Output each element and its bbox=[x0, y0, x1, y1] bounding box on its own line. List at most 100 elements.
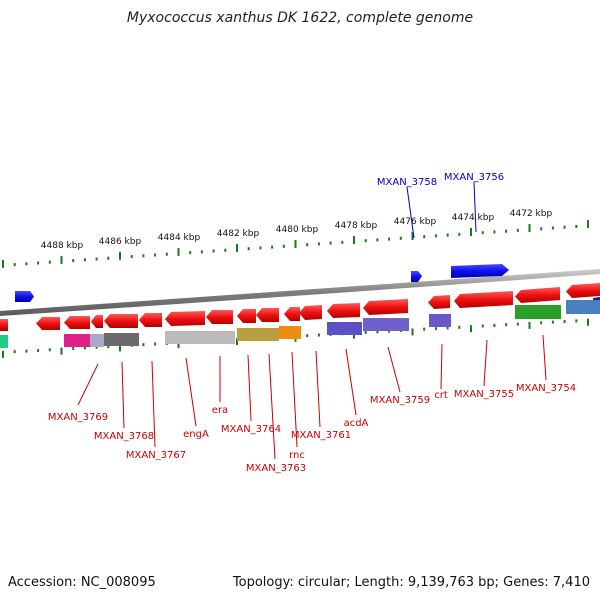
genome-backbone bbox=[0, 269, 600, 316]
gene-label[interactable]: engA bbox=[183, 429, 209, 440]
gene-label[interactable]: era bbox=[212, 405, 228, 416]
category-box bbox=[237, 328, 279, 341]
minor-tick bbox=[271, 245, 274, 249]
gene-arrow-reverse[interactable] bbox=[36, 317, 60, 330]
genome-title: Myxococcus xanthus DK 1622, complete gen… bbox=[126, 10, 474, 26]
major-tick bbox=[177, 341, 180, 349]
minor-tick bbox=[434, 327, 437, 331]
minor-tick bbox=[481, 324, 484, 328]
minor-tick bbox=[505, 323, 508, 327]
minor-tick bbox=[317, 242, 320, 246]
minor-tick bbox=[329, 241, 332, 245]
minor-tick bbox=[376, 330, 379, 334]
minor-tick bbox=[364, 330, 367, 334]
major-tick bbox=[2, 350, 4, 358]
minor-tick bbox=[446, 233, 449, 237]
minor-tick bbox=[25, 349, 28, 353]
gene-label[interactable]: MXAN_3768 bbox=[94, 431, 154, 442]
gene-arrow-reverse[interactable] bbox=[428, 295, 450, 309]
gene-label[interactable]: MXAN_3759 bbox=[370, 395, 430, 406]
minor-tick bbox=[83, 258, 86, 262]
gene-label[interactable]: MXAN_3767 bbox=[126, 450, 186, 461]
major-tick bbox=[294, 240, 297, 248]
minor-tick bbox=[505, 229, 508, 233]
gene-label[interactable]: MXAN_3756 bbox=[444, 172, 504, 183]
major-tick bbox=[353, 331, 355, 339]
scale-label: 4476 kbp bbox=[394, 217, 437, 227]
gene-label[interactable]: rnc bbox=[289, 450, 305, 461]
gene-arrow-forward[interactable] bbox=[411, 271, 422, 282]
major-tick bbox=[119, 344, 121, 352]
major-tick bbox=[353, 236, 355, 244]
scale-label: 4480 kbp bbox=[276, 225, 319, 235]
gene-arrow-reverse[interactable] bbox=[327, 303, 360, 318]
gene-label[interactable]: MXAN_3761 bbox=[291, 430, 351, 441]
category-box bbox=[566, 300, 600, 314]
gene-arrow-reverse[interactable] bbox=[454, 291, 513, 308]
gene-label[interactable]: crt bbox=[434, 390, 448, 401]
gene-arrow-reverse[interactable] bbox=[284, 307, 300, 321]
accession-text: Accession: NC_008095 bbox=[8, 575, 156, 590]
minor-tick bbox=[388, 237, 391, 241]
scale-label: 4484 kbp bbox=[158, 233, 201, 243]
forward-gene-labels: MXAN_3758 MXAN_3756 bbox=[377, 172, 504, 239]
gene-label[interactable]: MXAN_3755 bbox=[454, 389, 514, 400]
gene-arrow-reverse[interactable] bbox=[256, 308, 279, 322]
minor-tick bbox=[259, 246, 262, 250]
minor-tick bbox=[247, 247, 250, 251]
gene-arrow-reverse[interactable] bbox=[363, 299, 408, 315]
gene-arrow-reverse[interactable] bbox=[64, 316, 90, 329]
gene-arrow-reverse[interactable] bbox=[0, 319, 8, 331]
scale-labels: 4488 kbp 4486 kbp 4484 kbp 4482 kbp 4480 kbp… bbox=[41, 209, 553, 251]
scale-label: 4472 kbp bbox=[510, 209, 553, 219]
gene-label[interactable]: MXAN_3769 bbox=[48, 412, 108, 423]
gene-arrow-reverse[interactable] bbox=[237, 309, 256, 323]
gene-label[interactable]: acdA bbox=[344, 418, 369, 429]
minor-tick bbox=[364, 239, 367, 243]
gene-arrow-reverse[interactable] bbox=[139, 313, 162, 327]
forward-strand-genes bbox=[15, 264, 509, 302]
major-tick bbox=[587, 220, 589, 229]
category-box bbox=[327, 322, 362, 335]
function-category-boxes bbox=[0, 300, 600, 348]
minor-tick bbox=[458, 232, 461, 236]
category-box bbox=[363, 318, 409, 331]
gene-label[interactable]: MXAN_3764 bbox=[221, 424, 281, 435]
minor-tick bbox=[165, 252, 168, 256]
gene-arrow-forward[interactable] bbox=[15, 291, 34, 302]
gene-arrow-forward[interactable] bbox=[451, 264, 509, 278]
minor-tick bbox=[212, 249, 215, 253]
major-tick bbox=[470, 325, 472, 333]
category-box bbox=[0, 335, 8, 348]
minor-tick bbox=[83, 346, 86, 350]
minor-tick bbox=[434, 234, 437, 238]
minor-tick bbox=[423, 327, 426, 331]
minor-tick bbox=[563, 320, 566, 323]
minor-tick bbox=[563, 225, 566, 229]
gene-label[interactable]: MXAN_3763 bbox=[246, 463, 306, 474]
minor-tick bbox=[423, 235, 426, 239]
scale-label: 4474 kbp bbox=[452, 213, 495, 223]
gene-arrow-reverse[interactable] bbox=[104, 314, 138, 328]
minor-tick bbox=[142, 254, 145, 258]
minor-tick bbox=[306, 243, 309, 247]
scale-label: 4488 kbp bbox=[41, 241, 84, 251]
minor-tick bbox=[142, 343, 145, 347]
gene-arrow-reverse[interactable] bbox=[299, 305, 322, 320]
gene-arrow-reverse[interactable] bbox=[165, 311, 205, 326]
major-tick bbox=[2, 259, 4, 268]
scale-label: 4478 kbp bbox=[335, 221, 378, 231]
gene-arrow-reverse[interactable] bbox=[515, 287, 560, 303]
major-tick bbox=[411, 328, 414, 336]
minor-tick bbox=[107, 345, 110, 349]
minor-tick bbox=[446, 326, 449, 330]
gene-arrow-reverse[interactable] bbox=[566, 283, 600, 298]
gene-label[interactable]: MXAN_3754 bbox=[516, 383, 576, 394]
minor-tick bbox=[200, 250, 203, 254]
gene-label[interactable]: MXAN_3758 bbox=[377, 177, 437, 188]
reverse-gene-labels: MXAN_3769 MXAN_3768 MXAN_3767 engA era M… bbox=[48, 334, 576, 474]
major-tick bbox=[60, 255, 63, 264]
gene-arrow-reverse[interactable] bbox=[91, 315, 103, 328]
gene-arrow-reverse[interactable] bbox=[206, 310, 233, 324]
minor-tick bbox=[154, 342, 157, 346]
